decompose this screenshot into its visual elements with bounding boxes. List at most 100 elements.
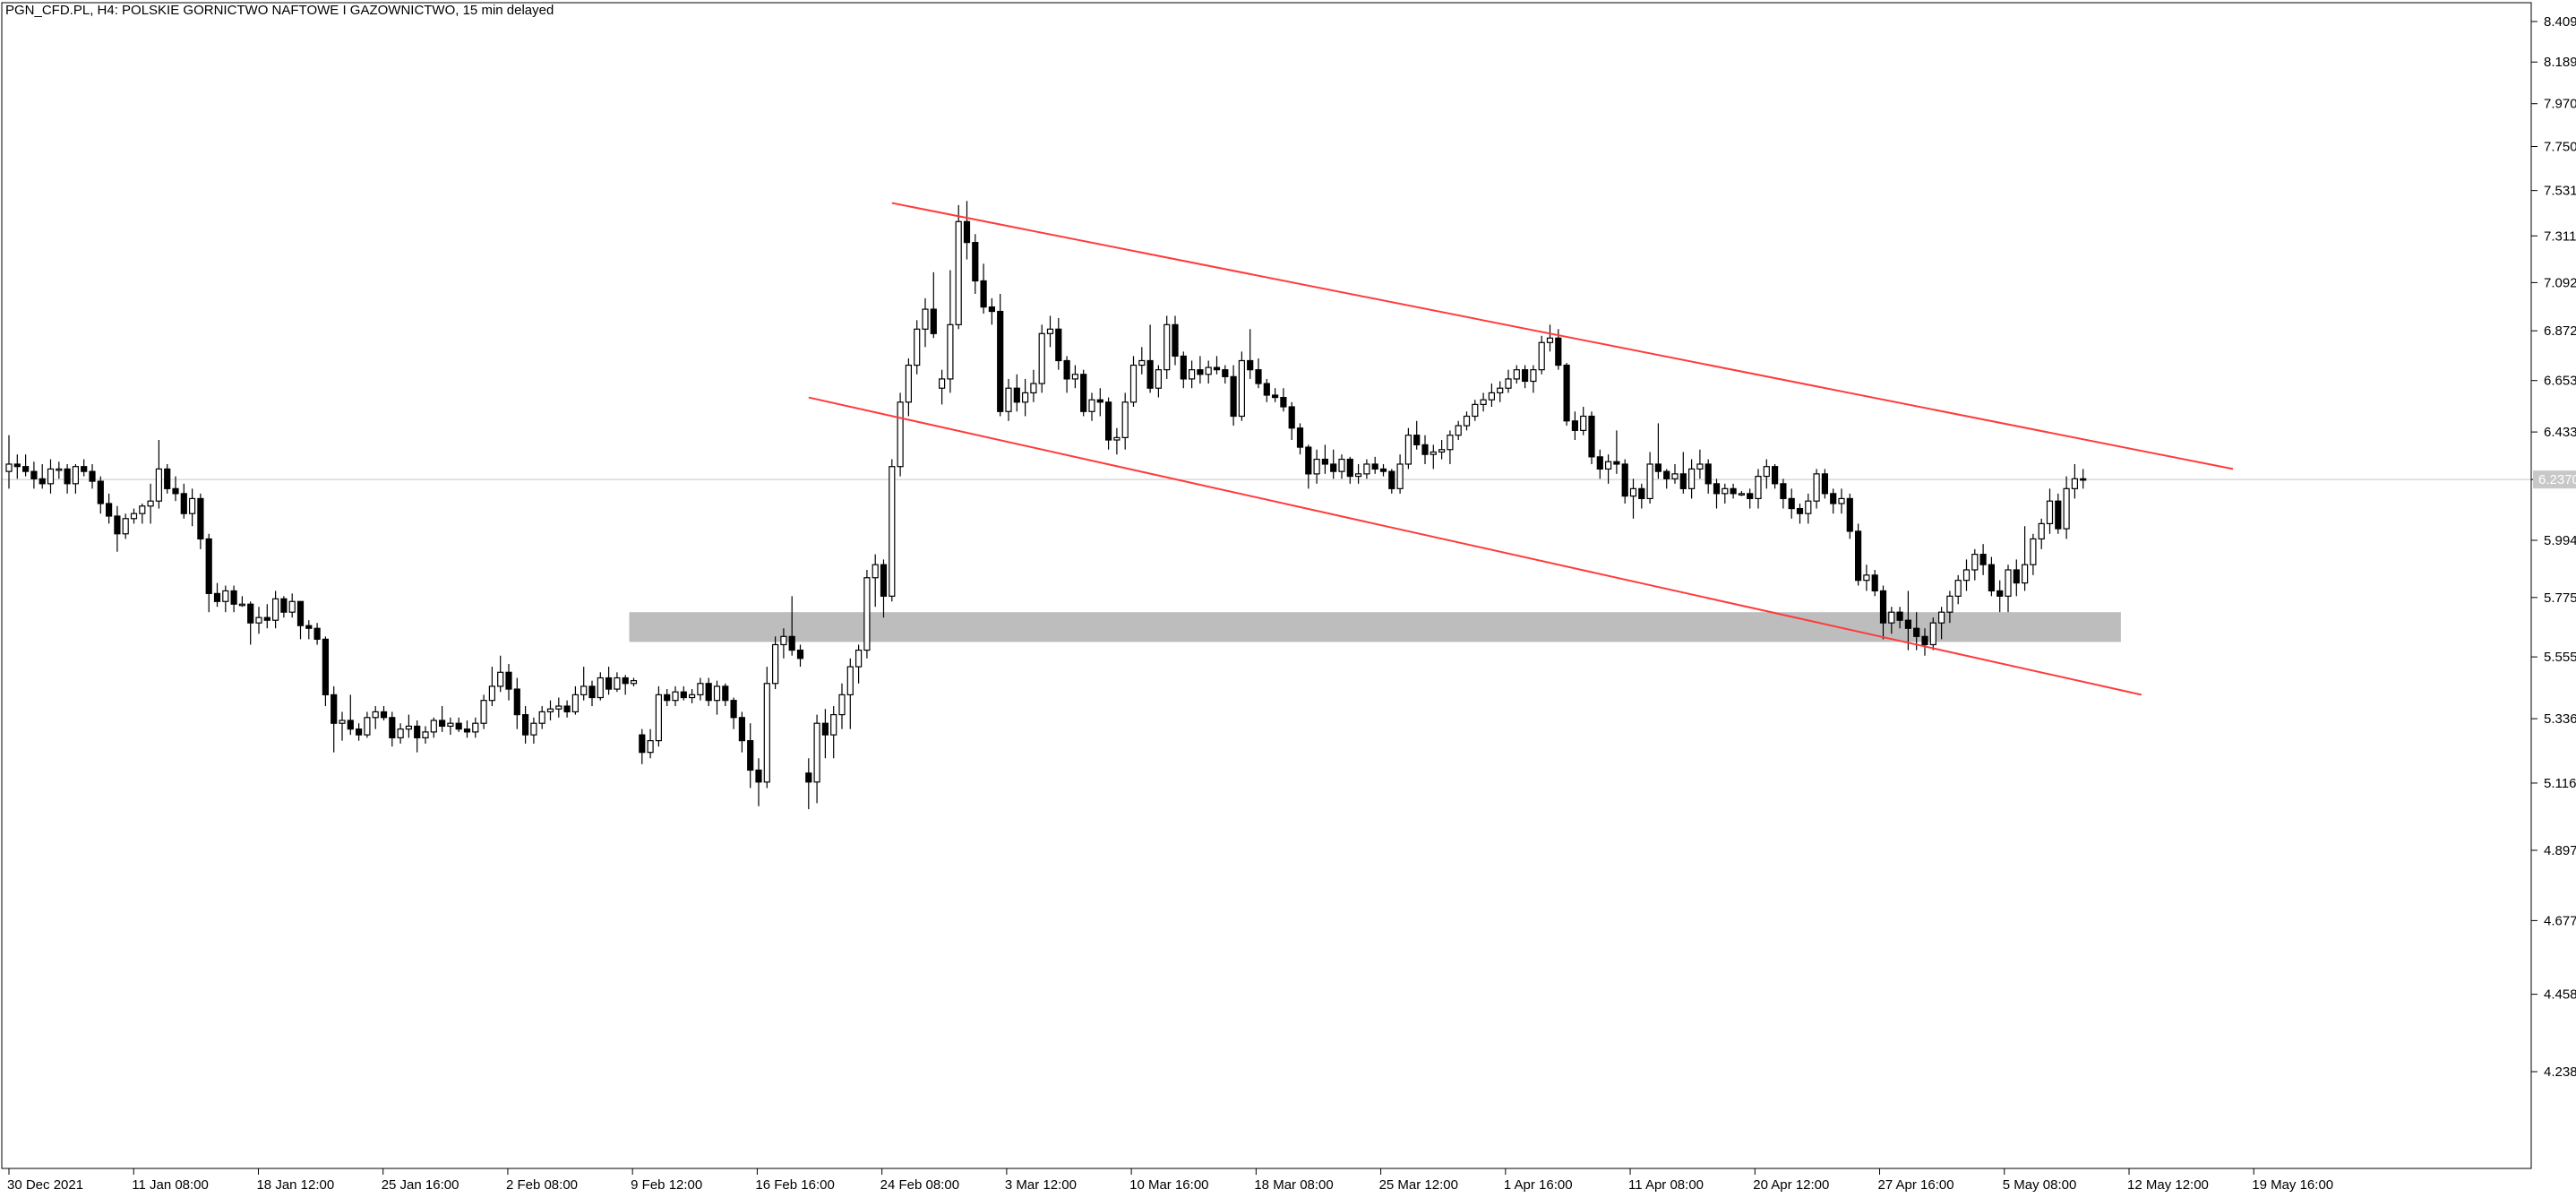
candle (796, 644, 804, 668)
candle-body-bear (1588, 415, 1595, 458)
candle-body-bull (430, 720, 437, 733)
candle (521, 706, 529, 744)
candle (1088, 392, 1095, 421)
candle-body-bear (414, 725, 421, 738)
candle (1121, 392, 1129, 450)
candle (1671, 463, 1679, 484)
candle (1096, 388, 1103, 417)
candle (72, 463, 80, 494)
candle (414, 720, 421, 753)
candle-body-bear (1679, 473, 1687, 489)
candle-body-bear (463, 728, 471, 733)
candle-body-bear (513, 688, 520, 716)
candle (1546, 324, 1554, 352)
candle (1896, 607, 1903, 629)
candle-body-bull (1455, 425, 1462, 436)
candle-body-bull (1671, 473, 1679, 479)
candle-body-bear (880, 564, 888, 597)
candle (272, 590, 279, 629)
candle (230, 585, 237, 613)
candle (788, 596, 795, 656)
candle (147, 483, 154, 524)
candle (189, 488, 196, 527)
candle (546, 700, 554, 721)
candle-body-bull (1863, 574, 1870, 582)
candle (2013, 559, 2020, 597)
candle-body-bull (1696, 463, 1704, 470)
candle-body-bull (1338, 458, 1345, 472)
candle (1921, 628, 1928, 656)
candle-body-bear (1104, 401, 1112, 441)
candle-body-bull (288, 600, 296, 613)
candle-body-bear (105, 503, 113, 517)
candle (1013, 374, 1020, 412)
candle-body-bull (1238, 359, 1246, 418)
candle (1796, 503, 1804, 524)
x-tick-label: 25 Mar 12:00 (1379, 1177, 1458, 1193)
candle-body-bear (521, 713, 529, 736)
candle (205, 533, 212, 613)
candle-body-bull (1604, 461, 1612, 470)
candle (356, 723, 363, 741)
candle-body-bear (722, 685, 729, 702)
candle-body-bear (30, 470, 38, 479)
candle (2063, 476, 2070, 539)
candle-body-bull (2046, 500, 2054, 525)
y-tick-label: 5.1165 (2544, 776, 2576, 791)
candle-body-bear (280, 598, 288, 613)
candle-body-bear (347, 720, 354, 730)
candle (2005, 565, 2012, 613)
candle (722, 683, 729, 707)
candle-body-bull (630, 680, 638, 685)
candle-body-bull (1155, 369, 1163, 389)
candle-body-bull (1838, 497, 1845, 504)
candle-body-bull (1738, 493, 1746, 496)
candle-body-bear (313, 627, 321, 640)
candle-body-bull (889, 466, 896, 597)
candle-body-bear (1846, 497, 1853, 532)
symbol-title: PGN_CFD.PL, H4: POLSKIE GORNICTWO NAFTOW… (5, 3, 554, 18)
candle (1455, 420, 1462, 441)
candle-body-bear (1180, 355, 1187, 380)
candle (1521, 365, 1529, 389)
candle (172, 476, 179, 502)
candle (497, 655, 504, 693)
candle-body-bull (1404, 435, 1413, 465)
candle-body-bear (1879, 590, 1887, 624)
candle-body-bull (255, 616, 262, 624)
candle-body-bull (1121, 401, 1129, 438)
candle-body-bull (1763, 466, 1770, 478)
candle (1971, 548, 1979, 581)
candle-body-bull (538, 711, 545, 724)
candle-body-bull (47, 468, 55, 485)
candle (39, 463, 46, 489)
candle (122, 513, 129, 539)
candle-body-bear (331, 694, 338, 724)
candle-body-bear (1996, 590, 2004, 597)
candle (1730, 483, 1737, 499)
candle-body-bear (197, 497, 204, 540)
candle-body-bear (213, 592, 221, 602)
candle (305, 620, 313, 640)
candle (1596, 449, 1603, 479)
candle-body-bear (1563, 364, 1570, 422)
candle (164, 463, 171, 494)
candle (889, 459, 896, 602)
candle (1379, 463, 1387, 477)
candle (1813, 469, 1820, 509)
candle-body-bull (1971, 554, 1979, 571)
candle-body-bull (830, 713, 837, 736)
candle (688, 689, 696, 703)
candle (480, 694, 487, 729)
candle-body-bear (1904, 619, 1911, 629)
candle-body-bear (1055, 328, 1062, 362)
candle (555, 697, 562, 718)
candle (1288, 401, 1295, 441)
candle (1271, 388, 1279, 402)
candle-body-bull (1430, 451, 1437, 455)
candle-body-bull (1038, 332, 1045, 384)
